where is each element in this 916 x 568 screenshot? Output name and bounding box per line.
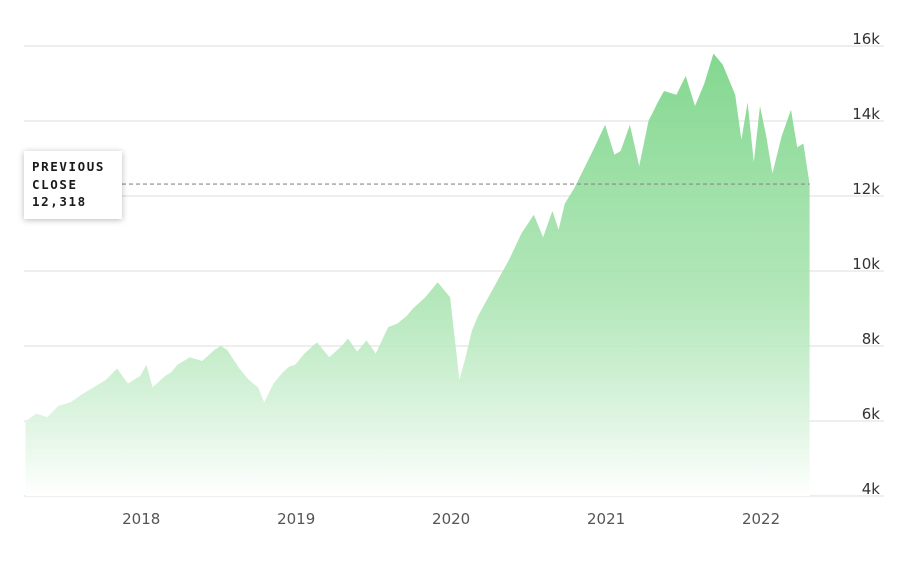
y-tick-label: 6k [862,405,881,423]
x-tick-label: 2019 [277,510,315,528]
tooltip-value: 12,318 [32,194,87,209]
y-tick-label: 16k [852,30,880,48]
y-tick-label: 12k [852,180,880,198]
x-tick-label: 2020 [432,510,470,528]
y-tick-label: 8k [862,330,881,348]
series-area [25,53,810,496]
previous-close-tooltip: PREVIOUS CLOSE 12,318 [24,151,122,219]
x-tick-label: 2022 [742,510,780,528]
y-axis: 4k 6k 8k 10k 12k 14k 16k [852,30,880,498]
tooltip-line-1: PREVIOUS [32,159,106,174]
y-tick-label: 10k [852,255,880,273]
series-area-path [25,53,810,496]
y-tick-label: 14k [852,105,880,123]
x-tick-label: 2021 [587,510,625,528]
x-axis: 2018 2019 2020 2021 2022 [122,510,780,528]
x-tick-label: 2018 [122,510,160,528]
y-tick-label: 4k [862,480,881,498]
tooltip-line-2: CLOSE [32,176,78,192]
